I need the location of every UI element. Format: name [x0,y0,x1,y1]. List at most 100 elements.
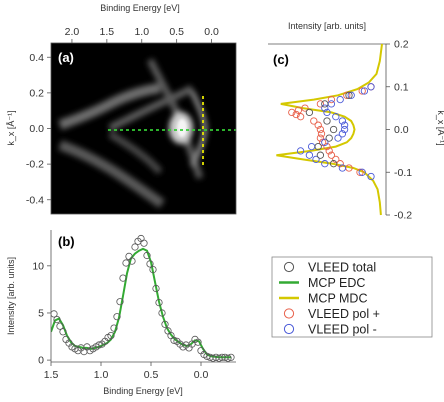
panel-c-axes: 0.2 0.1 0.0 -0.1 -0.2 [386,39,412,222]
panel-b-vleed-total-point [140,239,148,247]
panel-b-vleed-total-point [59,328,67,336]
panel-c-pol-minus-point [338,117,347,125]
panel-c-pol-minus-point [321,160,329,168]
panel-c-y-tick-label: -0.2 [394,210,412,222]
panel-c-vleed-total-point [321,100,329,108]
panel-b-vleed-total-point [119,274,127,282]
panel-c-vleed-total-point [345,91,353,99]
panel-a-label: (a) [58,50,74,65]
panel-c-pol-plus-point [318,138,327,146]
panel-a-top-tick-label: 0.5 [169,26,184,38]
panel-a-y-axis-label: k_x [Å⁻¹] [6,110,16,145]
legend-box [271,256,433,338]
panel-c-pol-plus-point [316,100,325,108]
panel-c-pol-minus-point [358,168,366,176]
panel-c-vleed-total-point [325,134,333,142]
panel-b-x-tick-label: 0.0 [194,369,209,381]
panel-c-pol-plus-point [288,108,296,117]
panel-c-pol-minus-point [334,134,342,142]
panel-a-band-image [58,58,236,209]
panel-b-x-tick-label: 1.0 [94,369,109,381]
legend-label: VLEED pol - [308,323,377,337]
panel-c-pol-plus-point [292,110,300,119]
panel-c-pol-plus-point [294,106,303,114]
legend-marker [283,261,295,273]
panel-b-vleed-total-point [51,310,58,318]
panel-a-axes: 2.0 1.5 1.0 0.5 0.0 0.4 0.2 0.0 -0.2 -0.4 [26,26,219,206]
legend-label: MCP EDC [308,276,365,290]
panel-a-y-tick-label: 0.4 [29,52,44,64]
panel-c-vleed-total-point [329,125,338,134]
panel-c-pol-plus-point [323,142,331,151]
panel-b: 1.5 1.0 0.5 0.0 0 5 10 Binding Energy [eV] Int… [6,230,236,396]
panel-c-pol-minus-point [323,108,331,117]
panel-a-top-tick-label: 0.0 [204,26,219,38]
panel-c-mcp-mdc-line [276,43,383,216]
panel-b-vleed-total-point [170,336,178,344]
panel-b-x-axis-label: Binding Energy [eV] [103,386,183,396]
panel-b-y-tick-label: 5 [38,307,44,319]
panel-b-vleed-total-point [128,257,136,265]
panel-b-vleed-total-point [149,265,157,274]
panel-c-y-tick-label: 0.2 [394,39,409,51]
band-right-arc [189,90,208,168]
panel-a-y-tick-label: 0.2 [29,87,44,99]
panel-c-pol-minus-point [340,125,349,134]
panel-c-pol-minus-point [296,147,305,155]
legend-marker [283,308,295,319]
legend-label: VLEED total [308,261,376,275]
panel-c-pol-plus-point [316,125,325,134]
panel-b-vleed-total-point [227,353,235,361]
panel-c-pol-minus-point [367,83,375,91]
panel-c-pol-minus-point [321,138,329,146]
panel-c: 0.2 0.1 0.0 -0.1 -0.2 Intensity [arb. units]… [268,21,444,222]
panel-c-pol-plus-point [358,87,366,95]
panel-c-pol-plus-point [314,121,322,129]
panel-c-pol-plus-point [327,95,336,104]
legend-label: VLEED pol + [308,307,380,321]
panel-b-vleed-total-point [125,252,133,260]
panel-b-vleed-total-point [152,284,160,293]
band-inner-lower [108,130,163,175]
panel-b-vleed-total-point [95,341,103,349]
panel-c-pol-plus-point [301,104,309,112]
panel-c-vleed-total-point [316,151,325,159]
panel-a-top-axis-label: Binding Energy [eV] [100,3,180,13]
panel-c-pol-plus-point [327,151,336,159]
panel-c-pol-minus-point [336,95,344,104]
legend-marker [283,323,295,335]
panel-b-x-tick-label: 1.5 [44,369,59,381]
panel-a-y-tick-label: -0.4 [26,194,44,206]
panel-b-y-tick-label: 0 [38,355,44,367]
panel-c-pol-plus-point [310,117,318,125]
panel-b-vleed-total-point [158,309,166,317]
panel-a-top-tick-label: 1.5 [100,26,115,38]
panel-b-mcp-edc-line [51,247,231,359]
panel-c-top-axis-label: Intensity [arb. units] [288,21,366,31]
panel-b-vleed-total-point [224,354,232,362]
panel-b-vleed-total-point [113,313,121,321]
panel-c-pol-plus-point [317,130,326,138]
panel-c-vleed-total-point [329,160,338,168]
panel-b-y-axis-label: Intensity [arb. units] [6,257,16,335]
panel-b-x-tick-label: 0.5 [144,369,159,381]
panel-b-plot-area [51,234,235,362]
panel-b-y-tick-label: 10 [32,260,44,272]
panel-c-pol-minus-point [307,142,316,151]
panel-b-vleed-total-point [194,338,202,346]
panel-a-y-tick-label: 0.0 [29,123,44,135]
panel-b-vleed-total-point [131,243,139,251]
panel-a-top-tick-label: 2.0 [65,26,80,38]
band-outer-upper [58,83,161,130]
panel-b-vleed-total-point [161,320,169,328]
panel-c-pol-plus-point [316,134,325,142]
panel-a: 2.0 1.5 1.0 0.5 0.0 0.4 0.2 0.0 -0.2 -0.4 Binding… [6,3,237,215]
panel-a-top-tick-label: 1.0 [134,26,149,38]
panel-c-pol-minus-point [327,100,336,108]
legend-label: MCP MDC [308,292,368,306]
panel-c-pol-minus-point [360,87,369,95]
panel-b-vleed-total-point [56,322,64,330]
